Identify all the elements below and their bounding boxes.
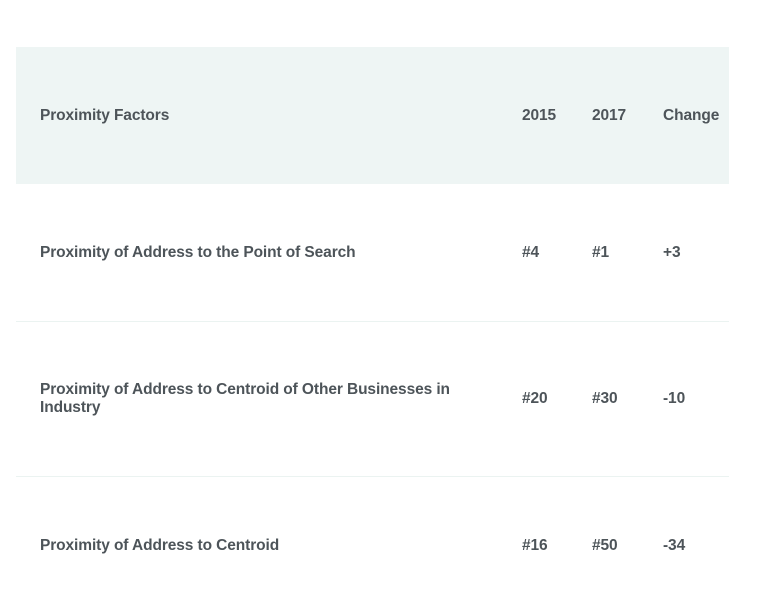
table-row: Proximity of Address to the Point of Sea…	[16, 184, 729, 322]
factor-name: Proximity of Address to Centroid	[40, 537, 280, 555]
rank-2017: #50	[592, 537, 618, 555]
rank-2015: #4	[522, 243, 540, 261]
factor-name: Proximity of Address to the Point of Sea…	[40, 243, 356, 261]
header-2015: 2015	[522, 106, 557, 124]
rank-2017: #1	[592, 243, 610, 261]
factor-name: Proximity of Address to Centroid of Othe…	[40, 381, 450, 416]
rank-change: +3	[663, 243, 681, 261]
rank-change: -34	[663, 537, 686, 555]
proximity-factors-table: Proximity Factors 2015 2017 Change Proxi…	[16, 47, 729, 615]
table-header-row: Proximity Factors 2015 2017 Change	[16, 47, 729, 184]
rank-2015: #16	[522, 537, 548, 555]
rank-2015: #20	[522, 390, 548, 408]
header-change: Change	[663, 106, 720, 124]
table-row: Proximity of Address to Centroid of Othe…	[16, 322, 729, 477]
table-row: Proximity of Address to Centroid #16 #50…	[16, 477, 729, 615]
header-proximity-factors: Proximity Factors	[40, 106, 170, 124]
header-2017: 2017	[592, 106, 627, 124]
rank-change: -10	[663, 390, 686, 408]
rank-2017: #30	[592, 390, 618, 408]
